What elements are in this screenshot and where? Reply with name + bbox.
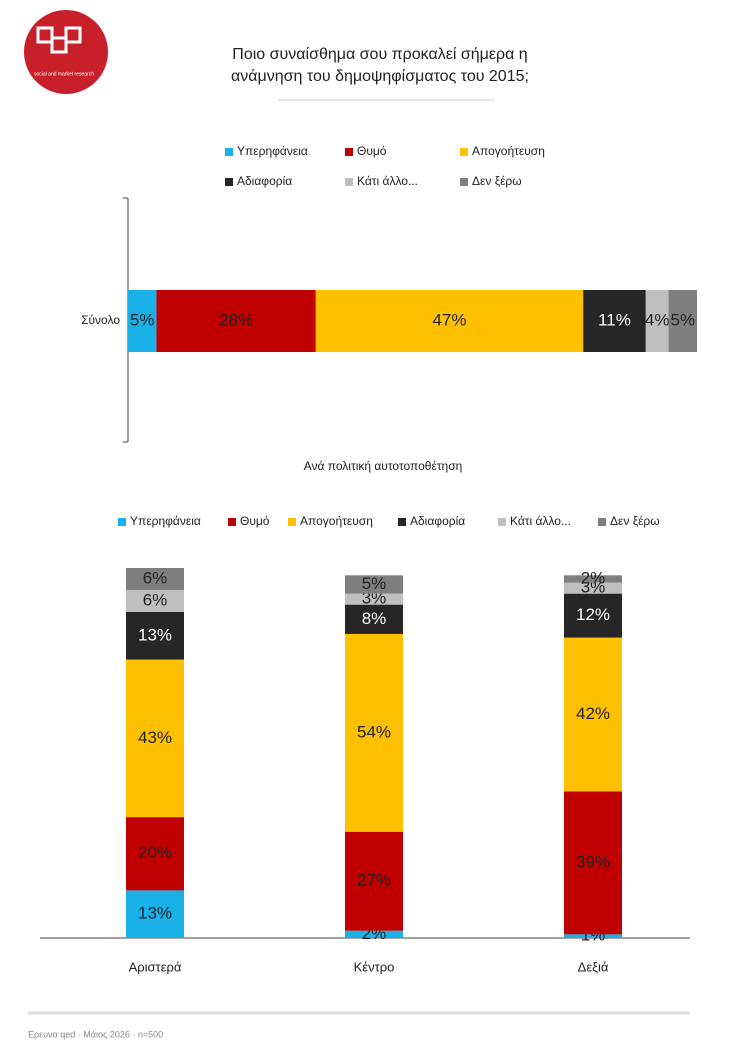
- value-label: 20%: [138, 843, 172, 862]
- legend-label: Δεν ξέρω: [610, 514, 660, 528]
- legend-label: Αδιαφορία: [237, 174, 292, 188]
- value-label: 47%: [432, 310, 466, 329]
- bar-segment: [128, 290, 157, 352]
- legend-label: Θυμό: [240, 514, 270, 528]
- chart-title: Ανά πολιτική αυτοτοποθέτηση: [304, 459, 463, 473]
- legend-swatch: [225, 148, 233, 156]
- bar-segment: [564, 575, 622, 583]
- bar-segment: [668, 290, 697, 352]
- legend-swatch: [398, 518, 406, 526]
- x-tick-label: Αριστερά: [129, 959, 182, 974]
- bar-segment: [345, 575, 403, 594]
- value-label: 11%: [598, 310, 631, 329]
- bar-segment: [126, 611, 184, 660]
- legend-swatch: [345, 148, 353, 156]
- bar-segment: [645, 290, 669, 352]
- bar-segment: [583, 290, 646, 352]
- value-label: 4%: [645, 310, 670, 329]
- legend-label: Κάτι άλλο...: [510, 514, 571, 528]
- value-label: 5%: [670, 310, 695, 329]
- bar-segment: [345, 831, 403, 931]
- bar-segment: [345, 633, 403, 832]
- bar-segment: [126, 890, 184, 938]
- legend-swatch: [598, 518, 606, 526]
- legend-swatch: [460, 148, 468, 156]
- value-label: 43%: [138, 728, 172, 747]
- legend-label: Υπερηφάνεια: [237, 144, 308, 158]
- bar-segment: [126, 659, 184, 818]
- value-label: 12%: [576, 605, 610, 624]
- bar-segment: [564, 791, 622, 935]
- value-label: 54%: [357, 722, 391, 741]
- bar-segment: [156, 290, 316, 352]
- legend-label: Απογοήτευση: [300, 514, 373, 528]
- value-label: 2%: [581, 568, 606, 587]
- legend-swatch: [345, 178, 353, 186]
- bar-segment: [126, 568, 184, 590]
- value-label: 5%: [130, 310, 155, 329]
- legend-label: Κάτι άλλο...: [357, 174, 418, 188]
- x-tick-label: Δεξιά: [578, 959, 609, 974]
- value-label: 8%: [362, 609, 387, 628]
- logo-text: social and market research: [34, 71, 94, 77]
- bar-segment: [345, 930, 403, 938]
- bar-segment: [126, 817, 184, 891]
- legend-label: Θυμό: [357, 144, 387, 158]
- value-label: 39%: [576, 852, 610, 871]
- x-tick-label: Κέντρο: [354, 959, 395, 974]
- bar-segment: [564, 637, 622, 792]
- logo-shape: [50, 36, 68, 54]
- legend-swatch: [288, 518, 296, 526]
- value-label: 6%: [143, 568, 168, 587]
- value-label: 5%: [362, 574, 387, 593]
- value-label: 13%: [138, 904, 172, 923]
- bar-segment: [564, 582, 622, 594]
- legend-swatch: [228, 518, 236, 526]
- legend-label: Απογοήτευση: [472, 144, 545, 158]
- value-label: 13%: [138, 625, 172, 644]
- logo-shape: [64, 26, 82, 44]
- legend-swatch: [498, 518, 506, 526]
- chart-title: Ποιο συναίσθημα σου προκαλεί σήμερα η αν…: [231, 46, 529, 85]
- bar-segment: [345, 604, 403, 634]
- legend-label: Αδιαφορία: [410, 514, 465, 528]
- logo-shape: [36, 26, 54, 44]
- bar-segment: [126, 589, 184, 612]
- value-label: 28%: [219, 310, 253, 329]
- bar-segment: [315, 290, 584, 352]
- legend-swatch: [225, 178, 233, 186]
- category-label: Σύνολο: [81, 313, 120, 327]
- value-label: 42%: [576, 704, 610, 723]
- value-label: 27%: [357, 871, 391, 890]
- bar-segment: [564, 593, 622, 638]
- footer: Ερευνα qed · Μάιος 2026 · n=500: [28, 1029, 163, 1039]
- value-label: 6%: [143, 590, 168, 609]
- legend-swatch: [460, 178, 468, 186]
- bar-segment: [345, 593, 403, 605]
- legend-swatch: [118, 518, 126, 526]
- legend-label: Υπερηφάνεια: [130, 514, 201, 528]
- legend-label: Δεν ξέρω: [472, 174, 522, 188]
- bar-segment: [564, 934, 622, 938]
